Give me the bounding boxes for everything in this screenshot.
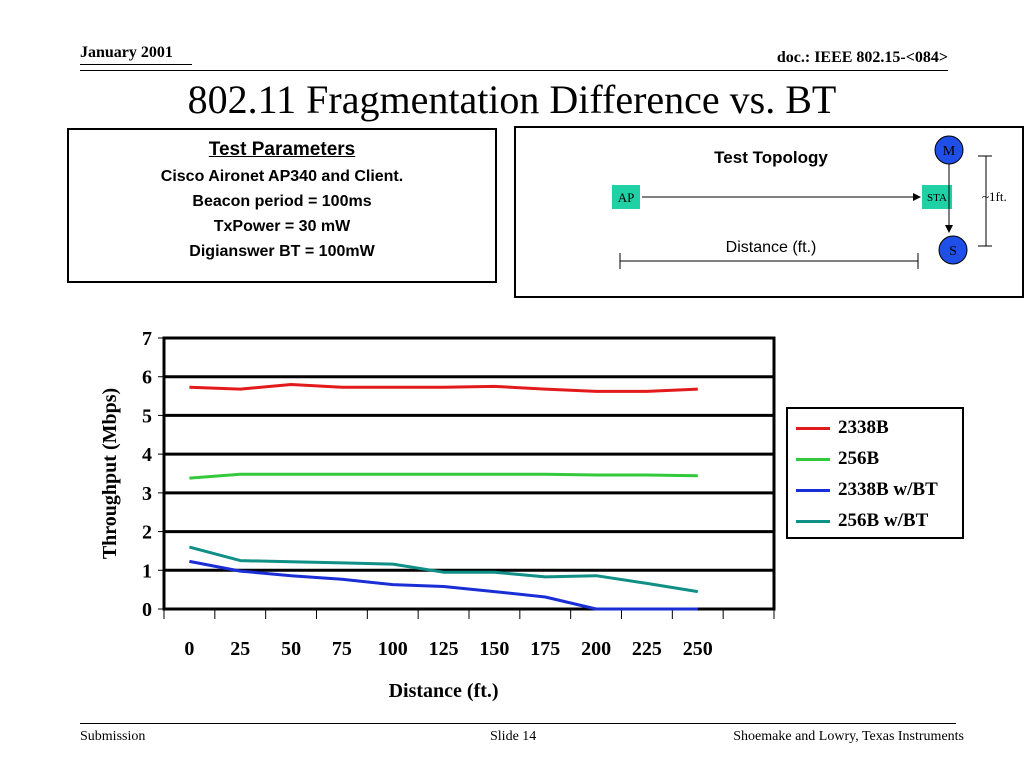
x-tick-label: 175 bbox=[530, 638, 560, 660]
series-line bbox=[189, 383, 698, 393]
legend-item: 2338B w/BT bbox=[796, 478, 938, 502]
footer-slide-number: Slide 14 bbox=[490, 729, 537, 744]
s-node bbox=[938, 235, 968, 265]
x-tick-label: 200 bbox=[581, 638, 611, 660]
y-tick-label: 7 bbox=[142, 328, 152, 350]
x-tick-label: 250 bbox=[683, 638, 713, 660]
header-rule bbox=[80, 70, 948, 71]
m-label: M bbox=[943, 144, 956, 159]
x-tick-label: 150 bbox=[479, 638, 509, 660]
y-tick-label: 6 bbox=[142, 367, 152, 389]
x-tick-label: 0 bbox=[184, 638, 194, 660]
legend-swatch bbox=[796, 488, 830, 492]
legend-item: 2338B bbox=[796, 416, 889, 440]
y-tick-label: 0 bbox=[142, 599, 152, 621]
sta-node bbox=[922, 185, 952, 209]
y-tick-label: 2 bbox=[142, 522, 152, 544]
y-tick-label: 5 bbox=[142, 405, 152, 427]
param-line: TxPower = 30 mW bbox=[213, 218, 351, 235]
y-tick-label: 4 bbox=[142, 444, 152, 466]
topology-title: Test Topology bbox=[714, 148, 828, 167]
legend-label: 2338B w/BT bbox=[838, 479, 938, 500]
chart-legend: 2338B 256B 2338B w/BT 256B w/BT bbox=[786, 407, 964, 539]
distance-label: Distance (ft.) bbox=[726, 239, 817, 256]
test-parameters-title: Test Parameters bbox=[208, 139, 356, 160]
series-line bbox=[189, 559, 698, 611]
y-tick-label: 1 bbox=[142, 560, 152, 582]
legend-label: 256B bbox=[838, 448, 880, 469]
series-line bbox=[189, 472, 698, 480]
param-line: Cisco Aironet AP340 and Client. bbox=[160, 168, 404, 185]
legend-swatch bbox=[796, 426, 830, 430]
series-line bbox=[189, 545, 699, 594]
x-tick-label: 100 bbox=[378, 638, 408, 660]
y-axis-label: Throughput (Mbps) bbox=[99, 388, 121, 559]
ap-label: AP bbox=[618, 190, 635, 205]
spacing-label: ~1ft. bbox=[982, 189, 1007, 204]
footer-rule bbox=[80, 723, 956, 724]
test-topology-box: Test Topology AP STA M S ~1ft. Distance … bbox=[514, 126, 1024, 298]
footer-authors: Shoemake and Lowry, Texas Instruments bbox=[733, 729, 964, 744]
topology-diagram: Test Topology AP STA M S ~1ft. Distance … bbox=[612, 135, 1007, 269]
x-axis-label: Distance (ft.) bbox=[389, 680, 499, 702]
x-tick-label: 225 bbox=[632, 638, 662, 660]
header-date-underline bbox=[80, 64, 192, 65]
test-parameters-box: Test Parameters Cisco Aironet AP340 and … bbox=[67, 128, 497, 283]
x-tick-label: 75 bbox=[332, 638, 352, 660]
header-date: January 2001 bbox=[80, 44, 173, 61]
x-tick-label: 25 bbox=[230, 638, 250, 660]
x-tick-label: 125 bbox=[429, 638, 459, 660]
header-doc-id: doc.: IEEE 802.15-<084> bbox=[776, 49, 948, 66]
footer-submission: Submission bbox=[80, 729, 146, 744]
legend-item: 256B bbox=[796, 447, 879, 471]
x-tick-label: 50 bbox=[281, 638, 301, 660]
sta-label: STA bbox=[927, 192, 947, 204]
legend-label: 2338B bbox=[838, 417, 889, 438]
slide-title: 802.11 Fragmentation Difference vs. BT bbox=[187, 77, 837, 122]
y-tick-label: 3 bbox=[142, 483, 152, 505]
param-line: Beacon period = 100ms bbox=[192, 193, 372, 210]
legend-swatch bbox=[796, 519, 830, 523]
legend-swatch bbox=[796, 457, 830, 461]
legend-label: 256B w/BT bbox=[838, 510, 929, 531]
throughput-chart: Throughput (Mbps) Distance (ft.) 0 1 2 3 4 5 6… bbox=[99, 328, 776, 702]
legend-item: 256B w/BT bbox=[796, 509, 928, 533]
ap-node bbox=[612, 185, 640, 209]
s-label: S bbox=[949, 244, 957, 259]
param-line: Digianswer BT = 100mW bbox=[189, 243, 375, 260]
